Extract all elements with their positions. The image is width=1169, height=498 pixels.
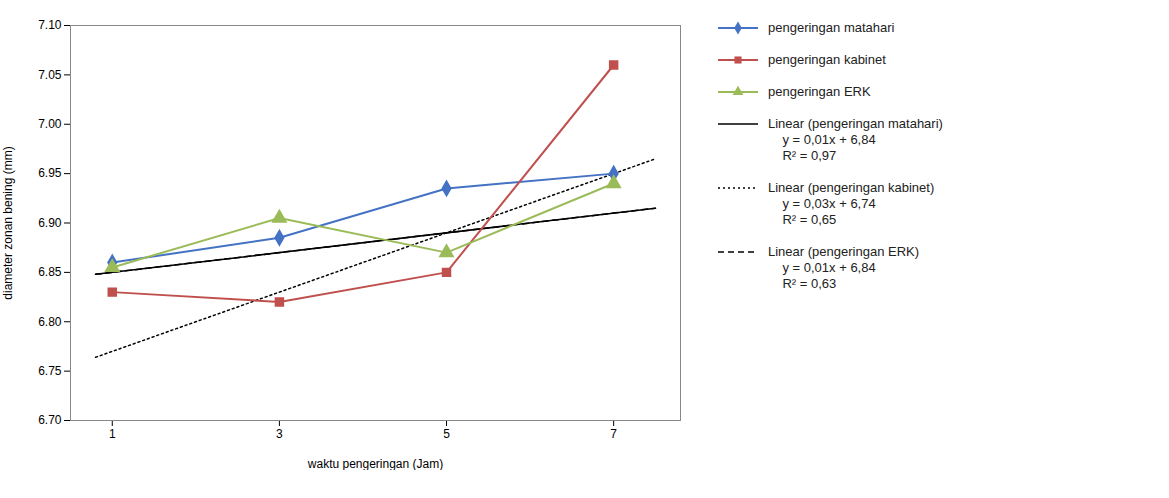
svg-text:diameter zonan bening (mm): diameter zonan bening (mm) — [1, 146, 15, 299]
html-text:pengeringan ERK: pengeringan ERK — [768, 84, 871, 99]
svg-text:1: 1 — [109, 427, 116, 441]
svg-text:waktu pengeringan (Jam): waktu pengeringan (Jam) — [307, 457, 443, 471]
html-text:pengeringan kabinet: pengeringan kabinet — [768, 52, 886, 67]
svg-text:6.85: 6.85 — [38, 265, 62, 279]
html-text:pengeringan matahari: pengeringan matahari — [768, 20, 895, 35]
svg-text:6.95: 6.95 — [38, 166, 62, 180]
html-text:Linear (pengeringan kabinet) y: Linear (pengeringan kabinet) y = 0,03x +… — [768, 180, 935, 227]
svg-text:6.80: 6.80 — [38, 315, 62, 329]
svg-text:7.10: 7.10 — [38, 18, 62, 32]
svg-text:5: 5 — [443, 427, 450, 441]
html-text:Linear (pengeringan matahari): Linear (pengeringan matahari) y = 0,01x … — [768, 116, 943, 163]
svg-text:6.90: 6.90 — [38, 216, 62, 230]
svg-text:7: 7 — [610, 427, 617, 441]
svg-text:6.70: 6.70 — [38, 413, 62, 427]
svg-text:3: 3 — [276, 427, 283, 441]
svg-text:6.75: 6.75 — [38, 364, 62, 378]
html-text:Linear (pengeringan ERK) y = 0: Linear (pengeringan ERK) y = 0,01x + 6,8… — [768, 244, 919, 291]
svg-text:7.05: 7.05 — [38, 68, 62, 82]
svg-text:7.00: 7.00 — [38, 117, 62, 131]
